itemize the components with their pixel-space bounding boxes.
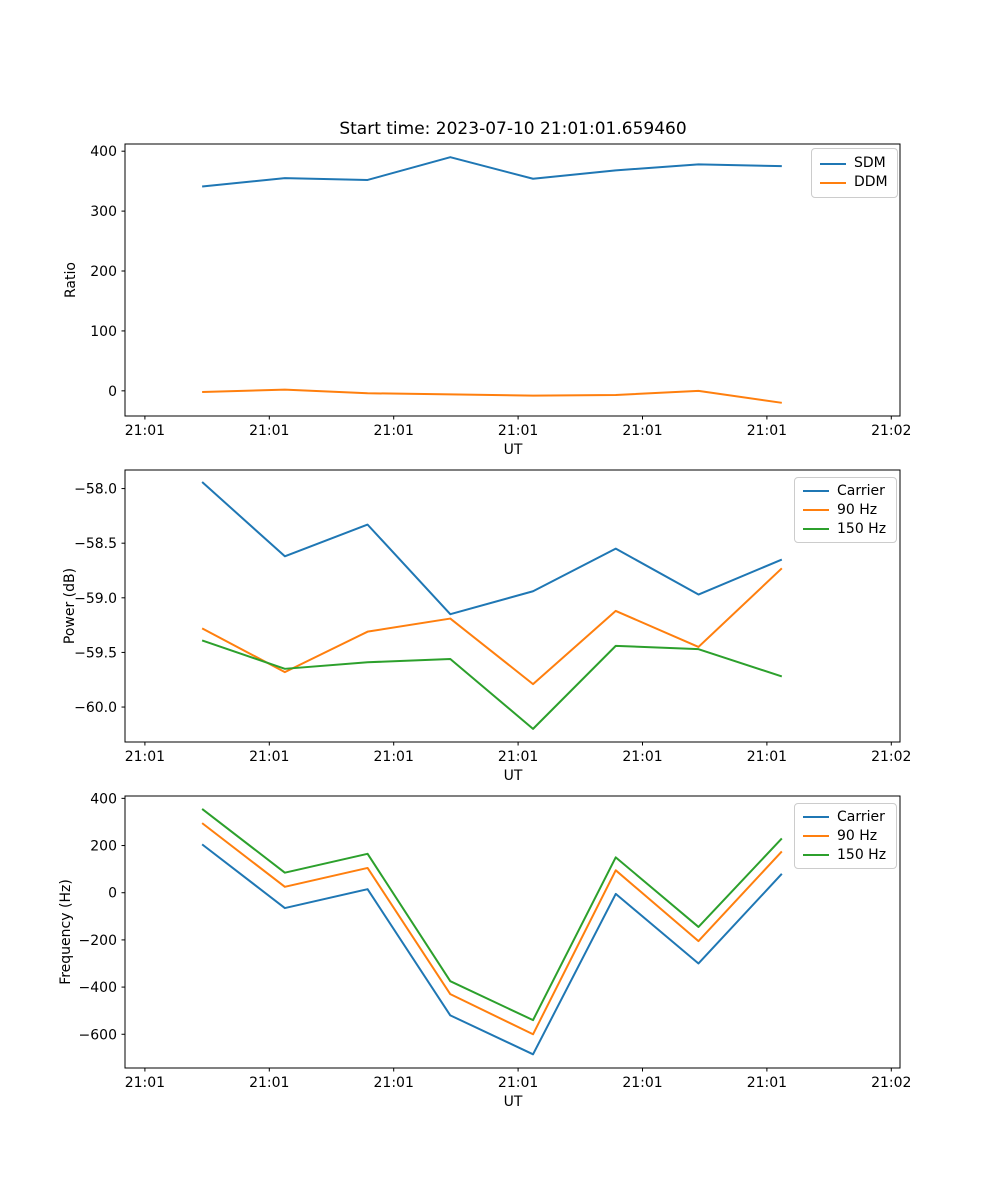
y-tick-label: 100: [90, 324, 117, 340]
legend-item: 90 Hz: [803, 501, 887, 520]
series-line-90-hz: [201, 567, 783, 686]
y-tick-label: −58.0: [74, 482, 117, 498]
series-line-150-hz: [201, 808, 783, 1022]
legend-line-swatch: [820, 181, 846, 184]
x-tick-label: 21:01: [498, 423, 538, 439]
legend-line-swatch: [803, 816, 829, 818]
y-axis-label-ratio: Ratio: [63, 262, 79, 298]
y-tick-label: −60.0: [74, 700, 117, 716]
x-tick-label: 21:01: [125, 423, 165, 439]
x-tick-label: 21:01: [374, 423, 414, 439]
legend-item: SDM: [820, 154, 888, 173]
y-tick-label: −400: [79, 980, 117, 996]
x-tick-label: 21:01: [125, 1075, 165, 1091]
legend-label: 90 Hz: [837, 827, 878, 844]
series-line-150-hz: [201, 639, 783, 730]
axes-spines: [124, 795, 901, 1069]
legend-line-swatch: [803, 509, 829, 511]
x-tick-label: 21:01: [374, 749, 414, 765]
y-tick-label: 400: [90, 144, 117, 160]
series-line-90-hz: [201, 822, 783, 1036]
legend-label: 90 Hz: [837, 501, 878, 518]
x-tick-label: 21:01: [498, 1075, 538, 1091]
series-line-sdm: [202, 156, 782, 188]
legend-label: DDM: [854, 174, 888, 190]
legend-frequency: Carrier 90 Hz 150 Hz: [794, 803, 897, 869]
y-tick-label: −600: [79, 1027, 117, 1043]
x-tick-label: 21:01: [622, 423, 662, 439]
y-tick-label: 0: [108, 886, 117, 902]
x-tick-label: 21:01: [249, 423, 289, 439]
legend-item: 150 Hz: [803, 520, 887, 539]
x-tick-label: 21:01: [622, 749, 662, 765]
legend-line-swatch: [803, 528, 829, 530]
legend-label: 150 Hz: [837, 846, 887, 863]
y-tick-label: −58.5: [74, 536, 117, 552]
legend-item: 90 Hz: [803, 827, 887, 846]
x-tick-label: 21:01: [249, 1075, 289, 1091]
y-tick-label: 200: [90, 839, 117, 855]
x-tick-label: 21:01: [125, 749, 165, 765]
x-axis-label-ut-1: UT: [503, 442, 523, 458]
legend-label: 150 Hz: [837, 520, 887, 537]
legend-item: Carrier: [803, 808, 887, 827]
legend-label: Carrier: [837, 808, 885, 825]
x-tick-label: 21:01: [747, 1075, 787, 1091]
axes-spines: [124, 469, 901, 743]
y-tick-label: 300: [90, 204, 117, 220]
x-axis-label-ut-3: UT: [503, 1094, 523, 1110]
legend-ratio: SDM DDM: [811, 148, 898, 198]
x-tick-label: 21:01: [747, 749, 787, 765]
series-line-carrier: [201, 481, 783, 616]
x-tick-label: 21:02: [871, 1075, 911, 1091]
axes-spines: [124, 143, 901, 417]
legend-power: Carrier 90 Hz 150 Hz: [794, 477, 897, 543]
x-axis-label-ut-2: UT: [503, 768, 523, 784]
legend-line-swatch: [803, 854, 829, 856]
legend-line-swatch: [803, 490, 829, 492]
x-tick-label: 21:01: [498, 749, 538, 765]
y-axis-label-power: Power (dB): [62, 567, 78, 645]
legend-label: SDM: [854, 155, 886, 171]
x-tick-label: 21:02: [871, 749, 911, 765]
x-tick-label: 21:01: [249, 749, 289, 765]
legend-item: Carrier: [803, 482, 887, 501]
y-tick-label: 0: [108, 384, 117, 400]
legend-item: DDM: [820, 173, 888, 192]
x-tick-label: 21:02: [871, 423, 911, 439]
figure-title: Start time: 2023-07-10 21:01:01.659460: [339, 119, 687, 139]
y-tick-label: −59.0: [74, 591, 117, 607]
series-line-ddm: [202, 388, 782, 404]
y-tick-label: 400: [90, 791, 117, 807]
x-tick-label: 21:01: [622, 1075, 662, 1091]
y-tick-label: −200: [79, 933, 117, 949]
series-line-carrier: [201, 843, 783, 1056]
y-axis-label-frequency: Frequency (Hz): [58, 879, 74, 985]
y-tick-label: 200: [90, 264, 117, 280]
x-tick-label: 21:01: [747, 423, 787, 439]
legend-item: 150 Hz: [803, 846, 887, 865]
legend-label: Carrier: [837, 482, 885, 499]
x-tick-label: 21:01: [374, 1075, 414, 1091]
legend-line-swatch: [820, 162, 846, 165]
legend-line-swatch: [803, 835, 829, 837]
y-tick-label: −59.5: [74, 645, 117, 661]
